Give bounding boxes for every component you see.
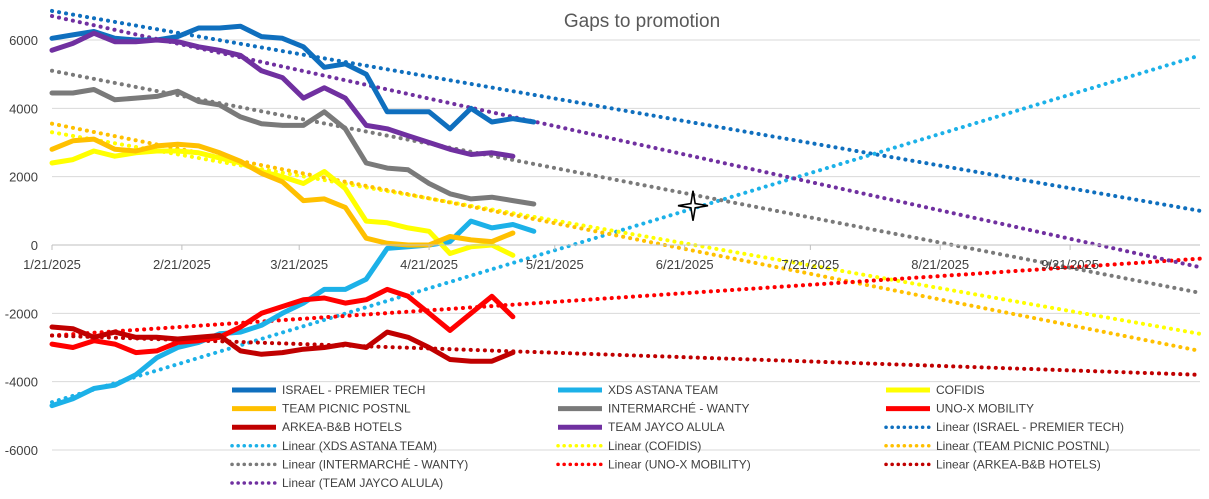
legend-label-israel-premier-tech: ISRAEL - PREMIER TECH bbox=[282, 383, 425, 397]
legend-label-linear-arkea-b-b-hotels: Linear (ARKEA-B&B HOTELS) bbox=[936, 457, 1101, 471]
y-tick-label: 4000 bbox=[9, 101, 38, 116]
legend: ISRAEL - PREMIER TECH XDS ASTANA TEAM COFI… bbox=[230, 383, 1124, 490]
x-tick-label: 4/21/2025 bbox=[400, 257, 458, 272]
trendline-linear-intermarch-wanty bbox=[50, 68, 1202, 295]
trendline-linear-arkea-b-b-hotels bbox=[50, 333, 1202, 377]
x-tick-label: 2/21/2025 bbox=[153, 257, 211, 272]
legend-label-linear-team-picnic-postnl: Linear (TEAM PICNIC POSTNL) bbox=[936, 439, 1109, 453]
y-tick-label: -4000 bbox=[5, 375, 38, 390]
y-tick-label: 2000 bbox=[9, 170, 38, 185]
trendline-linear-cofidis bbox=[50, 130, 1202, 336]
trendlines bbox=[50, 8, 1202, 405]
series-line-intermarch-wanty bbox=[49, 87, 537, 207]
trendline-linear-israel-premier-tech bbox=[50, 8, 1202, 213]
legend-label-team-picnic-postnl: TEAM PICNIC POSTNL bbox=[282, 402, 411, 416]
chart-title: Gaps to promotion bbox=[564, 11, 720, 32]
legend-label-cofidis: COFIDIS bbox=[936, 383, 985, 397]
y-tick-label: -2000 bbox=[5, 306, 38, 321]
legend-label-linear-xds-astana-team: Linear (XDS ASTANA TEAM) bbox=[282, 439, 437, 453]
x-tick-label: 6/21/2025 bbox=[656, 257, 714, 272]
y-tick-label: 0 bbox=[31, 238, 38, 253]
series-line-team-jayco-alula bbox=[49, 30, 516, 159]
legend-label-linear-uno-x-mobility: Linear (UNO-X MOBILITY) bbox=[608, 457, 751, 471]
legend-label-intermarch-wanty: INTERMARCHÉ - WANTY bbox=[608, 401, 750, 416]
trendline-linear-xds-astana-team bbox=[50, 53, 1202, 405]
legend-label-uno-x-mobility: UNO-X MOBILITY bbox=[936, 402, 1034, 416]
legend-label-team-jayco-alula: TEAM JAYCO ALULA bbox=[608, 420, 724, 434]
gridlines bbox=[52, 39, 1200, 451]
x-tick-label: 1/21/2025 bbox=[23, 257, 81, 272]
axes: 6000 4000 2000 0 -2000 -4000 -6000 1/21/2025 2/2… bbox=[5, 33, 1200, 458]
legend-label-arkea-b-b-hotels: ARKEA-B&B HOTELS bbox=[282, 420, 402, 434]
legend-label-xds-astana-team: XDS ASTANA TEAM bbox=[608, 383, 718, 397]
x-tick-label: 9/21/2025 bbox=[1041, 257, 1099, 272]
series-line-arkea-b-b-hotels bbox=[49, 324, 516, 364]
series-line-uno-x-mobility bbox=[49, 286, 516, 356]
x-tick-label: 8/21/2025 bbox=[911, 257, 969, 272]
x-tick-label: 5/21/2025 bbox=[526, 257, 584, 272]
legend-label-linear-intermarch-wanty: Linear (INTERMARCHÉ - WANTY) bbox=[282, 456, 468, 471]
annotations bbox=[677, 190, 709, 221]
series-line-cofidis bbox=[49, 148, 516, 258]
legend-label-linear-cofidis: Linear (COFIDIS) bbox=[608, 439, 701, 453]
y-tick-label: -6000 bbox=[5, 443, 38, 458]
legend-label-linear-israel-premier-tech: Linear (ISRAEL - PREMIER TECH) bbox=[936, 420, 1124, 434]
legend-label-linear-team-jayco-alula: Linear (TEAM JAYCO ALULA) bbox=[282, 476, 443, 490]
trendline-linear-team-jayco-alula bbox=[50, 14, 1202, 270]
x-tick-label: 7/21/2025 bbox=[781, 257, 839, 272]
star-marker bbox=[677, 190, 709, 221]
x-tick-label: 3/21/2025 bbox=[270, 257, 328, 272]
trendline-linear-uno-x-mobility bbox=[50, 256, 1202, 338]
data-series bbox=[49, 23, 537, 409]
y-tick-label: 6000 bbox=[9, 33, 38, 48]
series-line-team-picnic-postnl bbox=[49, 136, 516, 248]
